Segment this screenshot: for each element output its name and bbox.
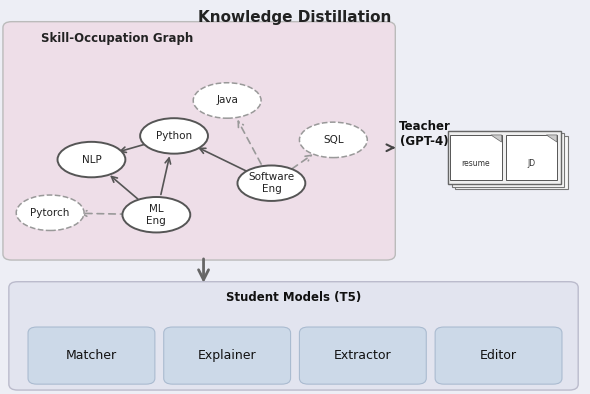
- FancyBboxPatch shape: [448, 131, 560, 184]
- Text: Editor: Editor: [480, 349, 517, 362]
- Ellipse shape: [122, 197, 190, 232]
- Text: Skill-Occupation Graph: Skill-Occupation Graph: [41, 32, 194, 45]
- FancyBboxPatch shape: [435, 327, 562, 384]
- Text: Python: Python: [156, 131, 192, 141]
- FancyBboxPatch shape: [450, 135, 502, 180]
- FancyBboxPatch shape: [299, 327, 426, 384]
- FancyBboxPatch shape: [28, 327, 155, 384]
- Text: Explainer: Explainer: [198, 349, 257, 362]
- Text: Software
Eng: Software Eng: [248, 173, 294, 194]
- FancyBboxPatch shape: [3, 22, 395, 260]
- Text: Teacher
(GPT-4): Teacher (GPT-4): [399, 120, 451, 148]
- Text: resume: resume: [461, 158, 490, 167]
- Text: Knowledge Distillation: Knowledge Distillation: [198, 10, 392, 25]
- Text: Extractor: Extractor: [334, 349, 392, 362]
- Text: NLP: NLP: [81, 154, 101, 165]
- Ellipse shape: [57, 142, 125, 177]
- FancyBboxPatch shape: [452, 134, 564, 187]
- Ellipse shape: [193, 83, 261, 118]
- Ellipse shape: [237, 165, 306, 201]
- Ellipse shape: [17, 195, 84, 230]
- FancyBboxPatch shape: [163, 327, 290, 384]
- Text: ML
Eng: ML Eng: [146, 204, 166, 225]
- Text: JD: JD: [527, 158, 535, 167]
- Text: Student Models (T5): Student Models (T5): [226, 291, 361, 304]
- Polygon shape: [491, 135, 502, 142]
- Polygon shape: [546, 135, 557, 142]
- Ellipse shape: [140, 118, 208, 154]
- FancyBboxPatch shape: [9, 282, 578, 390]
- Text: Java: Java: [216, 95, 238, 106]
- Text: Pytorch: Pytorch: [31, 208, 70, 218]
- Ellipse shape: [299, 122, 367, 158]
- Text: SQL: SQL: [323, 135, 343, 145]
- FancyBboxPatch shape: [448, 131, 560, 184]
- FancyBboxPatch shape: [455, 136, 568, 189]
- FancyBboxPatch shape: [506, 135, 557, 180]
- Text: Matcher: Matcher: [66, 349, 117, 362]
